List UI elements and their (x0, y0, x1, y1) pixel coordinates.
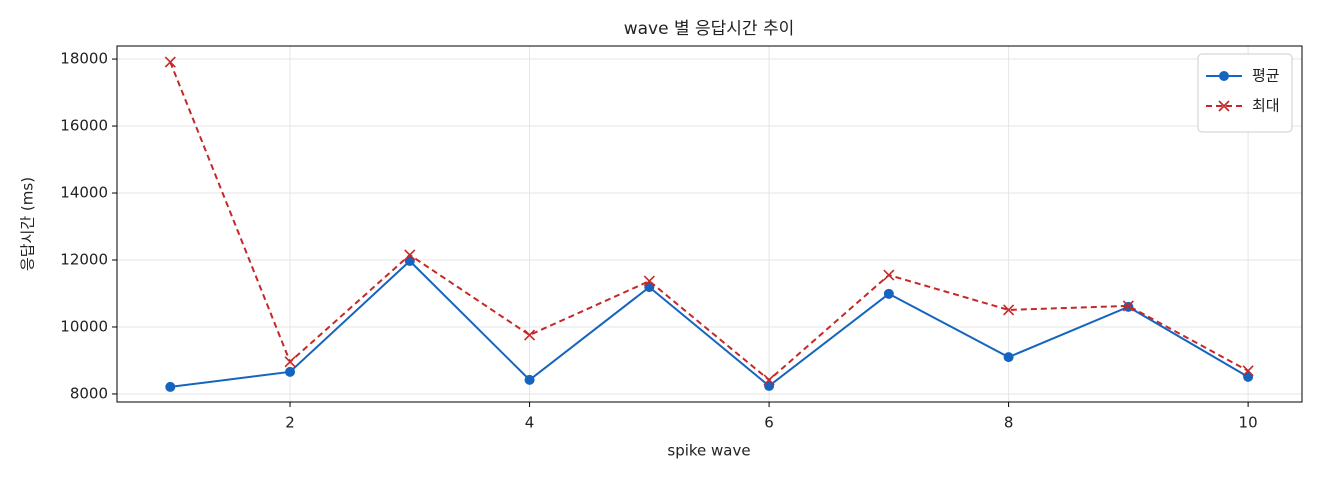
series-line (169, 61, 1249, 382)
y-tick-label: 8000 (70, 384, 108, 402)
legend-label: 평균 (1252, 67, 1280, 85)
y-tick-label: 10000 (60, 317, 108, 335)
x-tick-label: 4 (525, 414, 535, 432)
y-axis-label: 응답시간 (ms) (19, 177, 37, 271)
marker (763, 374, 775, 386)
marker (523, 329, 536, 341)
legend-label: 최대 (1252, 97, 1280, 115)
marker (284, 356, 296, 368)
marker (404, 249, 416, 261)
marker (1242, 365, 1254, 377)
plot-frame (116, 45, 1303, 403)
y-tick-label: 16000 (60, 117, 108, 135)
marker (883, 288, 894, 299)
marker (1003, 304, 1015, 316)
y-tick-label: 12000 (60, 251, 108, 269)
marker (165, 381, 176, 392)
marker (1122, 300, 1134, 312)
x-tick-label: 10 (1239, 414, 1258, 432)
marker (285, 366, 296, 377)
marker (643, 275, 655, 287)
legend-marker (1219, 71, 1229, 81)
marker (1003, 352, 1014, 363)
x-tick-label: 2 (285, 414, 295, 432)
marker (524, 374, 535, 385)
legend-marker (1218, 100, 1230, 112)
marker (883, 269, 895, 281)
y-tick-label: 14000 (60, 184, 108, 202)
x-tick-label: 8 (1004, 414, 1014, 432)
series-line (170, 259, 1249, 388)
x-axis-label: spike wave (667, 442, 750, 460)
marker (164, 56, 176, 68)
x-tick-label: 6 (764, 414, 774, 432)
y-tick-label: 18000 (60, 50, 108, 68)
chart-title: wave 별 응답시간 추이 (624, 19, 795, 39)
